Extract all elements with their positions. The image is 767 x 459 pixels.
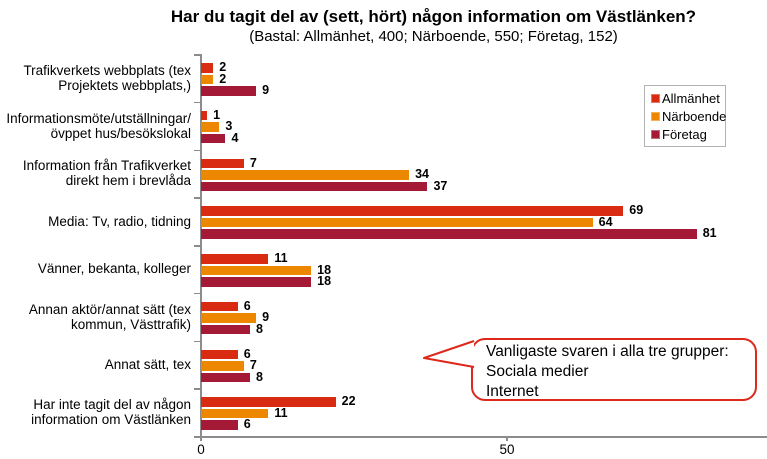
bar-value-label: 8 <box>255 321 263 336</box>
bar-närboende <box>201 74 214 84</box>
y-axis-tick <box>194 54 201 56</box>
legend-swatch-allmanhet <box>651 93 660 103</box>
y-axis-tick <box>194 101 201 104</box>
bar-value-label: 3 <box>225 119 233 134</box>
bar-value-label: 6 <box>243 417 251 432</box>
bar-value-label: 7 <box>249 358 257 372</box>
bar-företag <box>201 181 428 191</box>
bar-value-label: 6 <box>243 346 251 361</box>
category-label: Information från Trafikverket direkt hem… <box>22 158 191 189</box>
bar-allmänhet <box>201 349 238 359</box>
category-label: Informationsmöte/utställningar/ övppet h… <box>6 110 191 141</box>
bar-value-label: 22 <box>341 394 356 409</box>
bar-närboende <box>201 313 257 323</box>
bar-företag <box>201 420 238 430</box>
category-label: Annat sätt, tex <box>104 356 191 372</box>
bar-allmänhet <box>201 254 269 264</box>
bar-value-label: 64 <box>598 214 613 229</box>
bar-value-label: 11 <box>274 405 288 420</box>
bar-value-label: 69 <box>629 203 644 218</box>
category-label: Media: Tv, radio, tidning <box>48 213 191 229</box>
y-axis-tick <box>194 436 201 438</box>
bar-value-label: 1 <box>213 107 221 122</box>
bar-value-label: 2 <box>219 60 227 74</box>
bar-allmänhet <box>201 301 238 312</box>
category-label: Vänner, bekanta, kolleger <box>37 261 191 277</box>
legend: Allmänhet Närboende Företag <box>644 85 726 147</box>
y-axis-tick <box>194 388 201 390</box>
bar-närboende <box>201 408 269 419</box>
category-label: Har inte tagit del av någon information … <box>31 397 191 428</box>
bar-företag <box>201 372 250 382</box>
bar-närboende <box>201 170 410 180</box>
category-label: Trafikverkets webbplats (tex Projektets … <box>23 62 191 93</box>
bar-value-label: 2 <box>219 71 227 86</box>
callout-bubble <box>471 338 757 401</box>
y-axis-tick <box>194 245 201 247</box>
bar-allmänhet <box>201 63 214 73</box>
bar-value-label: 7 <box>249 155 257 170</box>
legend-item-allmanhet: Allmänhet <box>651 91 725 106</box>
bar-value-label: 18 <box>317 262 332 277</box>
legend-item-narboende: Närboende <box>651 108 727 124</box>
x-axis-tick <box>506 436 508 441</box>
x-axis-tick-label: 0 <box>197 442 205 457</box>
category-label: Annan aktör/annat sätt (tex kommun, Väst… <box>28 301 191 332</box>
bar-value-label: 81 <box>702 226 717 241</box>
bar-allmänhet <box>201 158 244 168</box>
bar-företag <box>201 133 226 144</box>
x-axis-tick-label: 50 <box>499 442 515 457</box>
bar-närboende <box>201 361 244 371</box>
legend-swatch-narboende <box>651 111 660 121</box>
bar-företag <box>201 86 257 96</box>
bar-value-label: 11 <box>274 251 288 265</box>
bar-företag <box>201 277 312 287</box>
bar-företag <box>201 324 250 335</box>
legend-swatch-foretag <box>651 129 660 139</box>
legend-label: Närboende <box>662 108 727 124</box>
callout-text: Vanligaste svaren i alla tre grupper: So… <box>486 343 729 400</box>
y-axis-tick <box>194 197 201 199</box>
bar-allmänhet <box>201 397 336 407</box>
bar-value-label: 6 <box>243 298 251 313</box>
bar-value-label: 9 <box>262 83 270 97</box>
x-axis-line <box>195 436 767 438</box>
bar-value-label: 8 <box>255 369 263 384</box>
y-axis-tick <box>194 149 201 151</box>
bar-value-label: 37 <box>433 178 448 193</box>
legend-label: Företag <box>662 126 707 142</box>
x-axis-tick <box>200 436 202 441</box>
bar-value-label: 4 <box>231 130 239 145</box>
bar-allmänhet <box>201 206 624 216</box>
bar-value-label: 18 <box>317 274 332 288</box>
legend-item-foretag: Företag <box>651 127 725 142</box>
bar-value-label: 34 <box>415 167 429 181</box>
bar-allmänhet <box>201 110 208 121</box>
bar-value-label: 9 <box>262 310 270 325</box>
chart-subtitle: (Bastal: Allmänhet, 400; Närboende, 550;… <box>249 28 618 45</box>
bar-företag <box>201 229 697 239</box>
y-axis-tick <box>194 292 201 295</box>
chart-title: Har du tagit del av (sett, hört) någon i… <box>170 7 697 26</box>
legend-label: Allmänhet <box>662 90 720 106</box>
bar-närboende <box>201 122 220 132</box>
bar-närboende <box>201 265 312 275</box>
bar-närboende <box>201 217 593 228</box>
y-axis-tick <box>194 340 201 342</box>
